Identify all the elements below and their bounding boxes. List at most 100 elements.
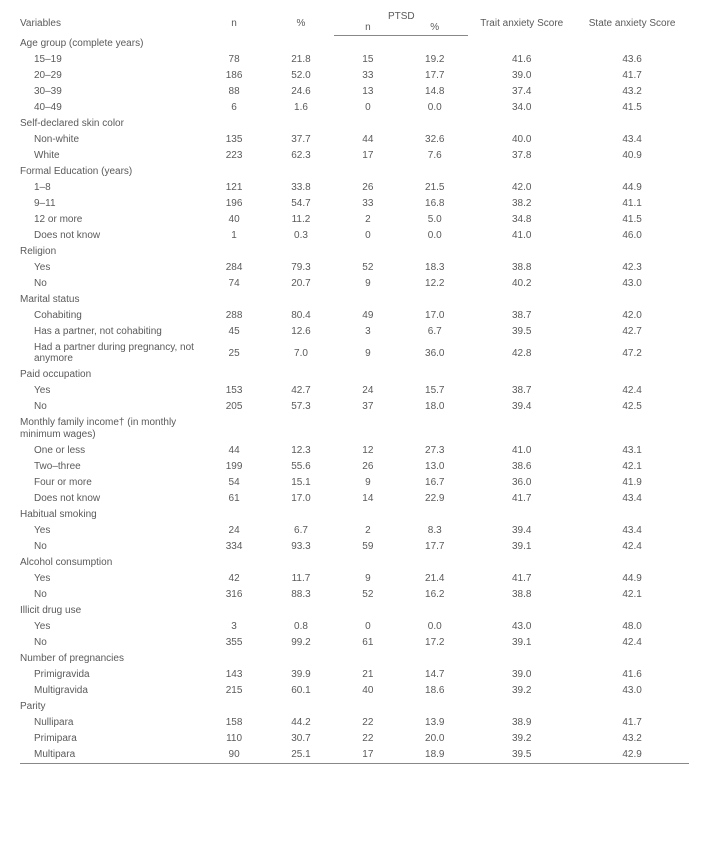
- cell-trait: 41.7: [468, 571, 575, 587]
- cell-n: 143: [201, 667, 268, 683]
- cell-ppct: 0.0: [401, 228, 468, 244]
- table-header: Variables n % PTSD Trait anxiety Score S…: [20, 8, 689, 36]
- cell-state: 43.4: [575, 132, 689, 148]
- cell-state: 42.1: [575, 459, 689, 475]
- cell-state: 42.3: [575, 260, 689, 276]
- cell-n: 74: [201, 276, 268, 292]
- cell-state: 44.9: [575, 180, 689, 196]
- cell-state: 41.7: [575, 715, 689, 731]
- cell-ppct: 36.0: [401, 340, 468, 367]
- cell-trait: 41.0: [468, 228, 575, 244]
- cell-trait: 43.0: [468, 619, 575, 635]
- cell-state: 42.4: [575, 635, 689, 651]
- col-ptsd-pct: %: [401, 22, 468, 36]
- cell-trait: 38.7: [468, 308, 575, 324]
- cell-trait: 38.9: [468, 715, 575, 731]
- cell-n: 54: [201, 475, 268, 491]
- row-label: Yes: [20, 571, 201, 587]
- row-label: 15–19: [20, 52, 201, 68]
- cell-pct: 44.2: [268, 715, 335, 731]
- section-label: Religion: [20, 244, 201, 260]
- col-state: State anxiety Score: [575, 8, 689, 36]
- cell-state: 42.4: [575, 539, 689, 555]
- section-label: Formal Education (years): [20, 164, 201, 180]
- table-row: Yes246.728.339.443.4: [20, 523, 689, 539]
- cell-n: 205: [201, 399, 268, 415]
- cell-trait: 38.8: [468, 587, 575, 603]
- cell-pct: 79.3: [268, 260, 335, 276]
- cell-trait: 38.8: [468, 260, 575, 276]
- cell-n: 284: [201, 260, 268, 276]
- cell-ppct: 17.7: [401, 539, 468, 555]
- row-label: Non-white: [20, 132, 201, 148]
- cell-pct: 93.3: [268, 539, 335, 555]
- cell-ppct: 18.0: [401, 399, 468, 415]
- cell-pn: 9: [334, 276, 401, 292]
- cell-n: 334: [201, 539, 268, 555]
- cell-ppct: 5.0: [401, 212, 468, 228]
- table-row: Has a partner, not cohabiting4512.636.73…: [20, 324, 689, 340]
- cell-trait: 40.2: [468, 276, 575, 292]
- table-row: Two–three19955.62613.038.642.1: [20, 459, 689, 475]
- table-row: One or less4412.31227.341.043.1: [20, 443, 689, 459]
- table-row: No35599.26117.239.142.4: [20, 635, 689, 651]
- cell-ppct: 20.0: [401, 731, 468, 747]
- cell-pct: 0.3: [268, 228, 335, 244]
- row-label: Nullipara: [20, 715, 201, 731]
- cell-pct: 30.7: [268, 731, 335, 747]
- cell-pn: 9: [334, 340, 401, 367]
- row-label: No: [20, 587, 201, 603]
- cell-pn: 15: [334, 52, 401, 68]
- cell-trait: 40.0: [468, 132, 575, 148]
- cell-state: 42.1: [575, 587, 689, 603]
- cell-trait: 38.7: [468, 383, 575, 399]
- cell-state: 43.1: [575, 443, 689, 459]
- cell-trait: 37.8: [468, 148, 575, 164]
- cell-n: 135: [201, 132, 268, 148]
- cell-pn: 44: [334, 132, 401, 148]
- cell-pct: 1.6: [268, 100, 335, 116]
- row-label: Yes: [20, 260, 201, 276]
- row-label: 20–29: [20, 68, 201, 84]
- cell-n: 1: [201, 228, 268, 244]
- row-label: 30–39: [20, 84, 201, 100]
- cell-state: 43.6: [575, 52, 689, 68]
- cell-pn: 21: [334, 667, 401, 683]
- section-row: Habitual smoking: [20, 507, 689, 523]
- cell-pn: 22: [334, 731, 401, 747]
- table-row: No31688.35216.238.842.1: [20, 587, 689, 603]
- table-row: 30–398824.61314.837.443.2: [20, 84, 689, 100]
- cell-pn: 22: [334, 715, 401, 731]
- cell-state: 48.0: [575, 619, 689, 635]
- col-n: n: [201, 8, 268, 36]
- cell-trait: 41.7: [468, 491, 575, 507]
- cell-pct: 11.2: [268, 212, 335, 228]
- cell-n: 121: [201, 180, 268, 196]
- cell-pct: 20.7: [268, 276, 335, 292]
- cell-state: 42.4: [575, 383, 689, 399]
- row-label: Four or more: [20, 475, 201, 491]
- row-label: No: [20, 399, 201, 415]
- cell-ppct: 14.8: [401, 84, 468, 100]
- table-row: Does not know10.300.041.046.0: [20, 228, 689, 244]
- row-label: Primipara: [20, 731, 201, 747]
- row-label: 12 or more: [20, 212, 201, 228]
- cell-pct: 21.8: [268, 52, 335, 68]
- cell-trait: 42.0: [468, 180, 575, 196]
- table-row: Primigravida14339.92114.739.041.6: [20, 667, 689, 683]
- cell-n: 316: [201, 587, 268, 603]
- cell-ppct: 18.3: [401, 260, 468, 276]
- table-row: Nullipara15844.22213.938.941.7: [20, 715, 689, 731]
- cell-trait: 39.4: [468, 399, 575, 415]
- cell-trait: 34.0: [468, 100, 575, 116]
- cell-ppct: 18.9: [401, 747, 468, 764]
- col-trait: Trait anxiety Score: [468, 8, 575, 36]
- cell-trait: 34.8: [468, 212, 575, 228]
- cell-pct: 52.0: [268, 68, 335, 84]
- cell-ppct: 27.3: [401, 443, 468, 459]
- cell-trait: 39.2: [468, 683, 575, 699]
- row-label: Yes: [20, 619, 201, 635]
- cell-pn: 24: [334, 383, 401, 399]
- cell-ppct: 13.9: [401, 715, 468, 731]
- cell-ppct: 17.7: [401, 68, 468, 84]
